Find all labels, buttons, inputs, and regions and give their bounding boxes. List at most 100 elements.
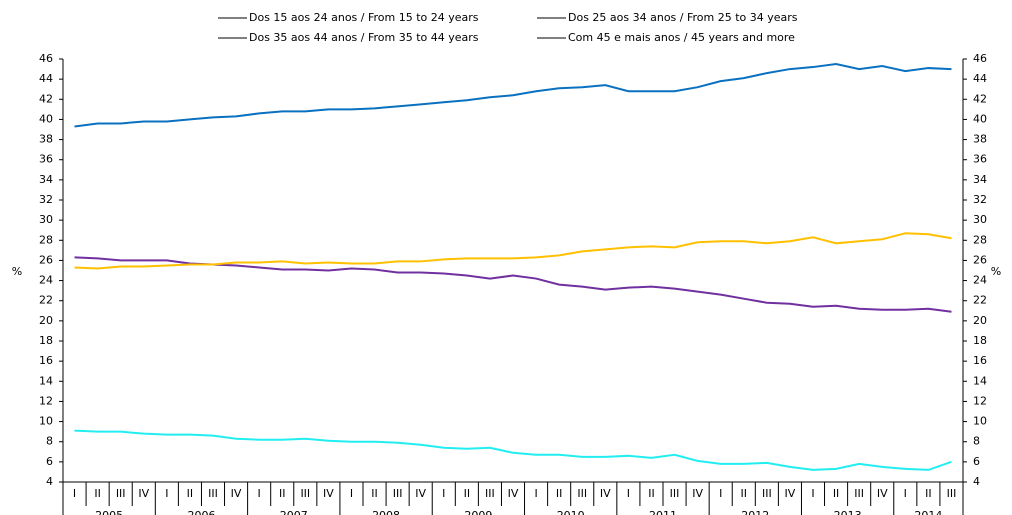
x-tick-label: III	[762, 487, 772, 500]
y-tick-label: 26	[39, 253, 53, 266]
y-tick-label: 32	[39, 193, 53, 206]
x-tick-label: I	[811, 487, 814, 500]
y2-tick-label: 10	[973, 415, 987, 428]
x-tick-label: IV	[415, 487, 426, 500]
year-label: 2013	[834, 509, 862, 515]
x-tick-label: III	[208, 487, 218, 500]
x-tick-label: IV	[231, 487, 242, 500]
year-label: 2006	[187, 509, 215, 515]
x-tick-label: III	[854, 487, 864, 500]
y-tick-label: 8	[46, 435, 53, 448]
x-tick-label: I	[627, 487, 630, 500]
year-label: 2010	[557, 509, 585, 515]
y2-tick-label: 4	[973, 475, 980, 488]
x-tick-label: IV	[508, 487, 519, 500]
x-tick-label: IV	[138, 487, 149, 500]
y-tick-label: 44	[39, 72, 53, 85]
x-tick-label: III	[116, 487, 126, 500]
x-tick-label: III	[485, 487, 495, 500]
x-tick-label: IV	[785, 487, 796, 500]
legend-label: Com 45 e mais anos / 45 years and more	[568, 31, 795, 44]
x-tick-label: II	[279, 487, 286, 500]
y2-tick-label: 32	[973, 193, 987, 206]
y-tick-label: 24	[39, 274, 53, 287]
y2-tick-label: 26	[973, 253, 987, 266]
year-label: 2014	[914, 509, 942, 515]
x-tick-label: II	[464, 487, 471, 500]
y-tick-label: 28	[39, 233, 53, 246]
x-tick-label: IV	[692, 487, 703, 500]
x-tick-label: II	[371, 487, 378, 500]
y2-tick-label: 42	[973, 92, 987, 105]
year-label: 2007	[280, 509, 308, 515]
y-tick-label: 36	[39, 153, 53, 166]
y2-axis-label: %	[991, 265, 1001, 278]
y2-tick-label: 38	[973, 133, 987, 146]
y-axis-label: %	[12, 265, 22, 278]
x-tick-label: III	[577, 487, 587, 500]
year-label: 2012	[741, 509, 769, 515]
x-tick-label: III	[947, 487, 957, 500]
x-tick-label: II	[925, 487, 932, 500]
series-line	[74, 63, 952, 128]
y-tick-label: 14	[39, 374, 53, 387]
y2-tick-label: 28	[973, 233, 987, 246]
y-tick-label: 18	[39, 334, 53, 347]
x-tick-label: II	[187, 487, 194, 500]
x-tick-label: I	[350, 487, 353, 500]
y-tick-label: 40	[39, 112, 53, 125]
y2-tick-label: 16	[973, 354, 987, 367]
x-tick-label: II	[648, 487, 655, 500]
y2-tick-label: 44	[973, 72, 987, 85]
year-label: 2011	[649, 509, 677, 515]
y-tick-label: 46	[39, 52, 53, 65]
x-tick-label: IV	[323, 487, 334, 500]
y-tick-label: 30	[39, 213, 53, 226]
y2-tick-label: 14	[973, 374, 987, 387]
y2-tick-label: 22	[973, 294, 987, 307]
x-tick-label: II	[833, 487, 840, 500]
y2-tick-label: 24	[973, 274, 987, 287]
x-tick-label: I	[719, 487, 722, 500]
y-tick-label: 22	[39, 294, 53, 307]
y-tick-label: 20	[39, 314, 53, 327]
y2-tick-label: 18	[973, 334, 987, 347]
x-tick-label: I	[258, 487, 261, 500]
y-tick-label: 34	[39, 173, 53, 186]
year-label: 2009	[464, 509, 492, 515]
y2-tick-label: 46	[973, 52, 987, 65]
legend-label: Dos 35 aos 44 anos / From 35 to 44 years	[249, 31, 479, 44]
series-line	[74, 256, 952, 313]
y-tick-label: 6	[46, 455, 53, 468]
x-tick-label: IV	[877, 487, 888, 500]
x-tick-label: II	[94, 487, 101, 500]
x-tick-label: III	[393, 487, 403, 500]
y2-tick-label: 34	[973, 173, 987, 186]
x-tick-label: I	[442, 487, 445, 500]
x-tick-label: II	[556, 487, 563, 500]
x-tick-label: III	[670, 487, 680, 500]
legend-label: Dos 25 aos 34 anos / From 25 to 34 years	[568, 11, 798, 24]
y-tick-label: 38	[39, 133, 53, 146]
y2-tick-label: 40	[973, 112, 987, 125]
year-label: 2005	[95, 509, 123, 515]
year-label: 2008	[372, 509, 400, 515]
y-tick-label: 16	[39, 354, 53, 367]
y2-tick-label: 36	[973, 153, 987, 166]
x-tick-label: I	[73, 487, 76, 500]
y2-tick-label: 30	[973, 213, 987, 226]
x-tick-label: I	[534, 487, 537, 500]
y-tick-label: 12	[39, 394, 53, 407]
y-tick-label: 42	[39, 92, 53, 105]
legend-label: Dos 15 aos 24 anos / From 15 to 24 years	[249, 11, 479, 24]
series-line	[74, 429, 952, 471]
x-tick-label: II	[741, 487, 748, 500]
y2-tick-label: 12	[973, 394, 987, 407]
series-line	[74, 232, 952, 270]
y2-tick-label: 20	[973, 314, 987, 327]
x-tick-label: IV	[600, 487, 611, 500]
y-tick-label: 10	[39, 415, 53, 428]
x-tick-label: I	[165, 487, 168, 500]
